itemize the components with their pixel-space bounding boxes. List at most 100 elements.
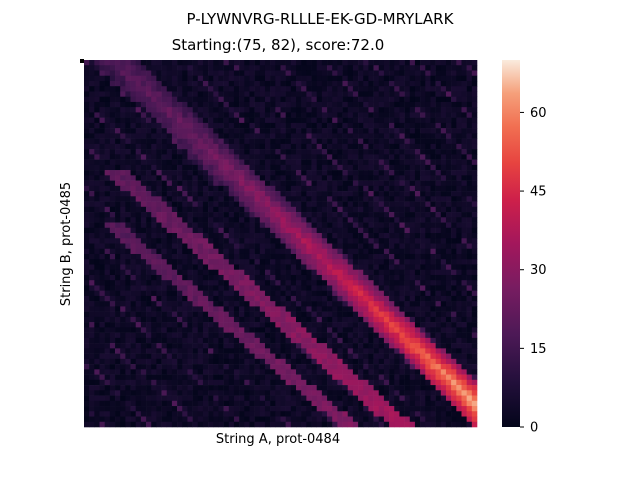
- heatmap-cell: [233, 196, 240, 202]
- heatmap-cell: [218, 80, 224, 87]
- heatmap-cell: [120, 196, 126, 202]
- heatmap-cell: [290, 337, 297, 344]
- heatmap-cell: [306, 327, 312, 333]
- heatmap-cell: [399, 353, 405, 360]
- heatmap-cell: [296, 128, 302, 134]
- heatmap-cell: [208, 353, 214, 360]
- heatmap-cell: [249, 269, 255, 276]
- heatmap-cell: [249, 138, 255, 145]
- heatmap-cell: [332, 112, 338, 118]
- heatmap-cell: [125, 133, 131, 139]
- heatmap-cell: [140, 191, 147, 197]
- heatmap-cell: [285, 122, 292, 129]
- heatmap-cell: [166, 259, 173, 265]
- heatmap-cell: [218, 154, 224, 160]
- heatmap-cell: [389, 327, 395, 333]
- heatmap-cell: [104, 348, 111, 354]
- heatmap-cell: [233, 306, 240, 312]
- heatmap-cell: [301, 400, 307, 407]
- heatmap-cell: [94, 248, 100, 255]
- heatmap-cell: [151, 101, 157, 108]
- heatmap-cell: [244, 269, 250, 276]
- heatmap-cell: [244, 170, 250, 176]
- heatmap-cell: [140, 285, 147, 291]
- heatmap-cell: [461, 164, 467, 171]
- heatmap-cell: [171, 201, 178, 208]
- heatmap-cell: [440, 238, 447, 244]
- heatmap-cell: [337, 60, 343, 66]
- heatmap-cell: [327, 243, 333, 250]
- heatmap-cell: [358, 128, 364, 134]
- heatmap-cell: [404, 264, 411, 271]
- heatmap-cell: [244, 358, 250, 365]
- heatmap-cell: [115, 154, 121, 160]
- heatmap-cell: [161, 269, 168, 276]
- heatmap-cell: [337, 122, 343, 129]
- heatmap-cell: [202, 395, 209, 402]
- heatmap-cell: [404, 212, 411, 218]
- heatmap-cell: [383, 379, 390, 386]
- heatmap-cell: [296, 222, 302, 229]
- heatmap-cell: [389, 75, 395, 82]
- heatmap-cell: [451, 75, 457, 82]
- heatmap-cell: [280, 164, 286, 171]
- heatmap-cell: [342, 337, 349, 344]
- heatmap-cell: [378, 264, 385, 271]
- heatmap-cell: [264, 112, 271, 118]
- heatmap-cell: [389, 337, 395, 344]
- heatmap-cell: [171, 264, 178, 271]
- heatmap-cell: [89, 390, 95, 396]
- heatmap-cell: [94, 322, 100, 328]
- heatmap-cell: [440, 80, 447, 87]
- heatmap-cell: [368, 327, 374, 333]
- heatmap-cell: [192, 212, 199, 218]
- heatmap-cell: [389, 170, 395, 176]
- heatmap-cell: [466, 60, 473, 66]
- heatmap-cell: [239, 86, 245, 92]
- heatmap-cell: [197, 164, 204, 171]
- heatmap-cell: [430, 212, 436, 218]
- heatmap-cell: [156, 233, 162, 239]
- heatmap-cell: [156, 248, 162, 255]
- heatmap-cell: [456, 379, 462, 386]
- heatmap-cell: [383, 348, 390, 354]
- heatmap-cell: [275, 60, 281, 66]
- heatmap-cell: [104, 175, 111, 181]
- heatmap-cell: [321, 138, 328, 145]
- heatmap-cell: [130, 243, 137, 250]
- heatmap-cell: [321, 159, 328, 166]
- heatmap-cell: [109, 149, 116, 155]
- heatmap-cell: [187, 264, 193, 271]
- heatmap-cell: [156, 238, 162, 244]
- heatmap-cell: [182, 185, 188, 192]
- heatmap-cell: [280, 217, 286, 223]
- heatmap-cell: [358, 385, 364, 391]
- heatmap-cell: [208, 233, 214, 239]
- heatmap-cell: [327, 180, 333, 187]
- heatmap-cell: [197, 101, 204, 108]
- heatmap-cell: [414, 337, 421, 344]
- heatmap-cell: [156, 337, 162, 344]
- heatmap-cell: [192, 175, 199, 181]
- heatmap-cell: [197, 154, 204, 160]
- heatmap-cell: [223, 327, 230, 333]
- heatmap-cell: [177, 122, 183, 129]
- heatmap-cell: [383, 101, 390, 108]
- heatmap-cell: [430, 316, 436, 323]
- heatmap-cell: [466, 285, 473, 291]
- heatmap-cell: [461, 175, 467, 181]
- heatmap-cell: [254, 269, 261, 276]
- heatmap-cell: [109, 75, 116, 82]
- heatmap-cell: [440, 379, 447, 386]
- heatmap-cell: [125, 185, 131, 192]
- heatmap-cell: [399, 322, 405, 328]
- heatmap-cell: [223, 274, 230, 281]
- heatmap-cell: [368, 269, 374, 276]
- heatmap-cell: [389, 243, 395, 250]
- heatmap-cell: [104, 274, 111, 281]
- heatmap-cell: [440, 75, 447, 82]
- heatmap-cell: [223, 133, 230, 139]
- heatmap-cell: [316, 217, 323, 223]
- heatmap-cell: [471, 196, 478, 202]
- heatmap-cell: [120, 348, 126, 354]
